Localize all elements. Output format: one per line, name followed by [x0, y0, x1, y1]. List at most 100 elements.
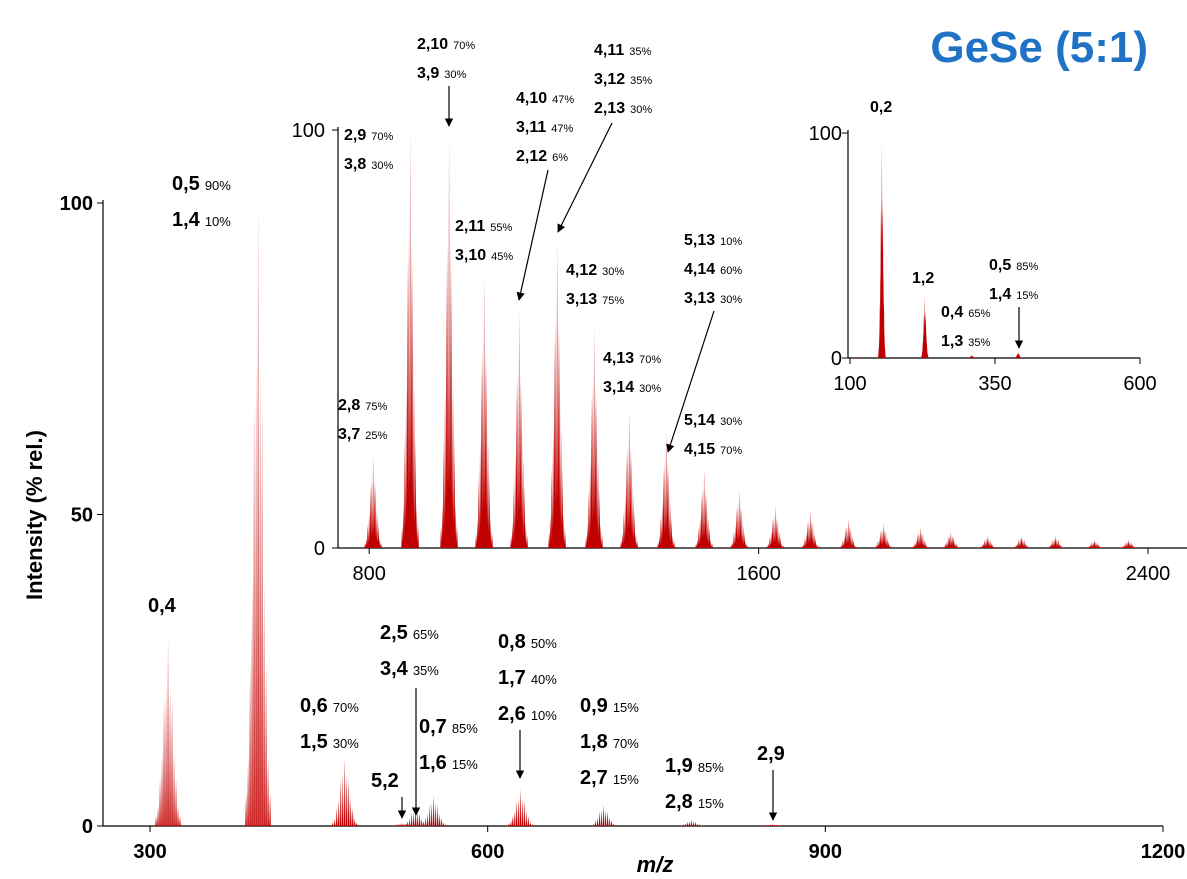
peak: [584, 326, 605, 548]
peak: [758, 824, 787, 826]
y-tick-label: 100: [60, 193, 93, 215]
share: 30%: [444, 69, 466, 81]
assignment: 5,13: [684, 232, 715, 249]
peak: [873, 522, 894, 548]
peak-label: 3,9 30%: [417, 65, 466, 82]
share: 45%: [491, 251, 513, 263]
assignment: 1,4: [989, 286, 1011, 303]
x-tick-label: 800: [353, 563, 386, 585]
peak-label: 2,8 75%: [338, 397, 387, 414]
peak: [677, 819, 706, 826]
assignment: 4,10: [516, 90, 547, 107]
share: 35%: [413, 663, 439, 678]
peak: [589, 804, 618, 826]
assignment: 1,7: [498, 667, 526, 689]
share: 35%: [968, 337, 990, 349]
peak-label: 0,9 15%: [580, 695, 639, 717]
peak: [330, 757, 359, 826]
assignment: 1,9: [665, 755, 693, 777]
share: 85%: [452, 721, 478, 736]
peak-label: 1,3 35%: [941, 333, 990, 350]
assignment: 2,5: [380, 622, 408, 644]
peak-label: 0,4 65%: [941, 304, 990, 321]
share: 70%: [371, 131, 393, 143]
assignment: 0,4: [148, 595, 177, 617]
x-tick-label: 350: [978, 373, 1011, 395]
y-tick-label: 0: [831, 348, 842, 370]
share: 35%: [629, 46, 651, 58]
share: 30%: [333, 736, 359, 751]
peak-label: 0,5 85%: [989, 257, 1038, 274]
assignment: 5,14: [684, 412, 715, 429]
peak: [619, 410, 640, 548]
peak: [1011, 535, 1032, 548]
peak-label: 2,10 70%: [417, 36, 475, 53]
share: 30%: [720, 416, 742, 428]
peak-label: 1,5 30%: [300, 731, 359, 753]
y-tick-label: 100: [809, 123, 842, 145]
peak: [765, 506, 786, 548]
assignment: 4,13: [603, 350, 634, 367]
arrow: [516, 169, 549, 301]
assignment: 3,13: [684, 290, 715, 307]
peak-label: 3,7 25%: [338, 426, 387, 443]
chart-title: GeSe (5:1): [930, 23, 1148, 72]
assignment: 2,12: [516, 148, 547, 165]
assignment: 2,11: [455, 218, 485, 235]
peak: [966, 355, 977, 358]
share: 70%: [333, 700, 359, 715]
assignment: 0,7: [419, 716, 447, 738]
x-tick-label: 300: [133, 841, 166, 863]
peak-label: 1,4 15%: [989, 286, 1038, 303]
peak: [800, 510, 821, 548]
share: 15%: [613, 700, 639, 715]
assignment: 1,6: [419, 752, 447, 774]
assignment: 2,6: [498, 703, 526, 725]
peak-label: 4,13 70%: [603, 350, 661, 367]
peak-label: 3,10 45%: [455, 247, 513, 264]
assignment: 3,11: [516, 119, 546, 136]
peak-label: 4,12 30%: [566, 262, 624, 279]
peak: [1118, 539, 1139, 548]
assignment: 4,11: [594, 42, 624, 59]
peak-label: 1,6 15%: [419, 752, 478, 774]
peak-label: 2,8 15%: [665, 791, 724, 813]
y-tick-label: 50: [71, 505, 93, 527]
share: 30%: [720, 294, 742, 306]
peak: [547, 238, 568, 548]
assignment: 2,8: [665, 791, 693, 813]
x-tick-label: 100: [833, 373, 866, 395]
peak-label: 5,14 30%: [684, 412, 742, 429]
assignment: 0,4: [941, 304, 963, 321]
share: 50%: [531, 636, 557, 651]
peak-label: 0,8 50%: [498, 631, 557, 653]
share: 75%: [602, 295, 624, 307]
y-axis-label: Intensity (% rel.): [22, 430, 47, 600]
share: 70%: [613, 736, 639, 751]
peak: [244, 203, 273, 826]
peak: [474, 276, 495, 548]
peak: [154, 639, 183, 826]
peak: [506, 788, 535, 826]
assignment: 0,5: [172, 173, 200, 195]
peak-label: 4,10 47%: [516, 90, 574, 107]
peak: [940, 531, 961, 548]
peak-label: 3,8 30%: [344, 156, 393, 173]
peak-label: 4,11 35%: [594, 42, 652, 59]
peak-label: 2,9: [757, 743, 785, 765]
assignment: 1,2: [912, 270, 934, 287]
assignment: 1,5: [300, 731, 328, 753]
peak: [729, 489, 750, 548]
assignment: 3,8: [344, 156, 366, 173]
peak-label: 2,11 55%: [455, 218, 513, 235]
peak-label: 0,4: [148, 595, 177, 617]
share: 65%: [413, 627, 439, 642]
peak-label: 1,2: [912, 270, 934, 287]
x-tick-label: 600: [471, 841, 504, 863]
assignment: 4,12: [566, 262, 597, 279]
assignment: 3,9: [417, 65, 439, 82]
assignment: 3,14: [603, 379, 634, 396]
peak: [388, 822, 417, 826]
peak-label: 2,5 65%: [380, 622, 439, 644]
